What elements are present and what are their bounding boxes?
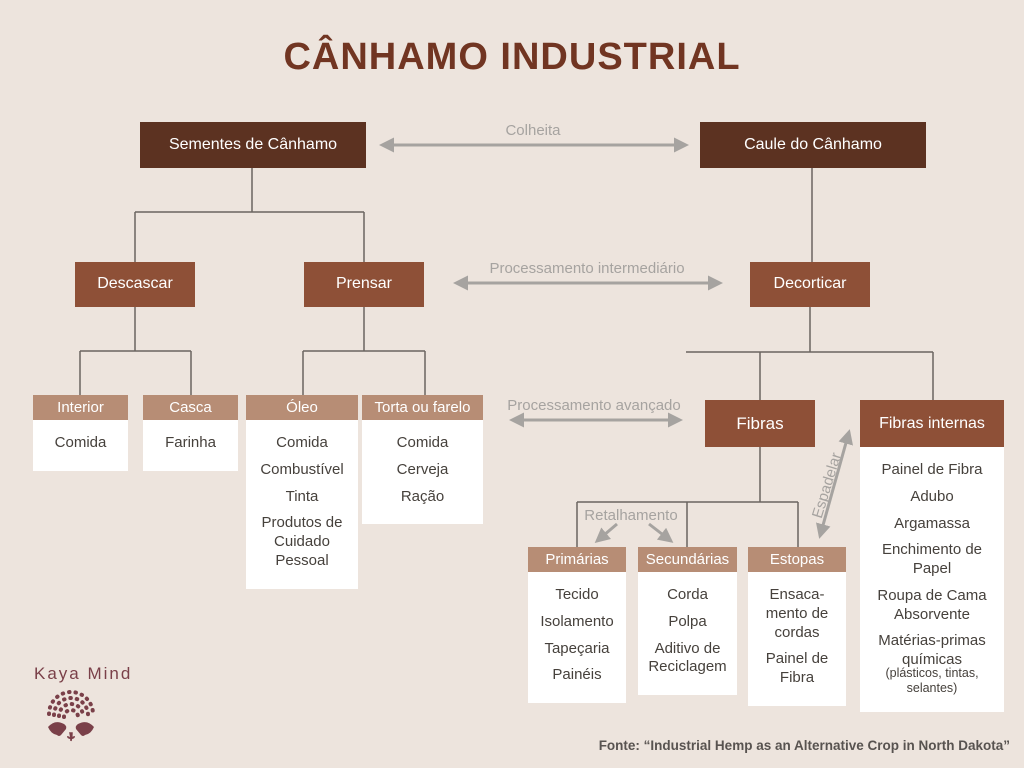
source-citation: Fonte: “Industrial Hemp as an Alternativ…: [598, 738, 1010, 753]
column-list: Comida Cerveja Ração: [362, 420, 483, 525]
column-header: Fibras internas: [860, 400, 1004, 447]
list-item: Combustível: [260, 460, 344, 478]
tree-lines: [79, 168, 934, 547]
column-list: Ensaca-mento de cordas Painel de Fibra: [748, 572, 846, 706]
list-item: Ração: [400, 487, 445, 505]
list-item: Roupa de Cama Absorvente: [877, 586, 987, 623]
list-item: Painéis: [552, 666, 602, 684]
column-estopas: Estopas Ensaca-mento de cordas Painel de…: [748, 547, 846, 706]
list-item-note: (plásticos, tintas, selantes): [885, 665, 979, 695]
brand-name: Kaya Mind: [34, 664, 133, 683]
list-item: Comida: [54, 434, 107, 451]
list-item: Matérias-primas químicas: [878, 632, 986, 668]
list-item: Painel de Fibra: [881, 461, 983, 478]
column-primarias: Primárias Tecido Isolamento Tapeçaria Pa…: [528, 547, 626, 703]
list-item: Tinta: [285, 487, 319, 505]
list-item: Comida: [276, 434, 328, 451]
list-item: Comida: [396, 434, 449, 451]
column-casca: Casca Farinha: [143, 395, 238, 471]
column-header: Torta ou farelo: [362, 395, 483, 420]
node-fibras: Fibras: [705, 400, 815, 447]
list-item: Isolamento: [540, 612, 614, 630]
list-item: Painel de Fibra: [765, 650, 829, 686]
retalhamento-arrow-left: [594, 522, 618, 543]
column-list: Farinha: [143, 420, 238, 471]
column-header: Casca: [143, 395, 238, 420]
label-retalhamento: Retalhamento: [584, 507, 678, 524]
node-descascar: Descascar: [75, 262, 195, 307]
list-item: Produtos de Cuidado Pessoal: [261, 514, 343, 569]
list-item: Ensaca-mento de cordas: [765, 586, 829, 641]
column-secundarias: Secundárias Corda Polpa Aditivo de Recic…: [638, 547, 737, 695]
column-header: Óleo: [246, 395, 358, 420]
column-interior: Interior Comida: [33, 395, 128, 471]
page-title: CÂNHAMO INDUSTRIAL: [283, 36, 741, 78]
list-item: Aditivo de Reciclagem: [648, 639, 727, 676]
column-header: Secundárias: [638, 547, 737, 572]
column-fibras-internas: Fibras internas Painel de Fibra Adubo Ar…: [860, 400, 1004, 712]
column-list: Corda Polpa Aditivo de Reciclagem: [638, 572, 737, 695]
label-processamento-intermediario: Processamento intermediário: [489, 260, 685, 277]
column-header: Estopas: [748, 547, 846, 572]
list-item: Tecido: [555, 586, 599, 603]
list-item: Adubo: [910, 487, 954, 505]
label-processamento-avancado: Processamento avançado: [507, 397, 681, 414]
column-header: Interior: [33, 395, 128, 420]
list-item: Cerveja: [396, 460, 449, 478]
list-item: Argamassa: [894, 514, 970, 532]
retalhamento-arrow-right: [648, 522, 674, 543]
espadelar-arrow: [815, 429, 854, 539]
list-item: Farinha: [165, 434, 216, 451]
node-caule-do-canhamo: Caule do Cânhamo: [700, 122, 926, 168]
list-item: Polpa: [668, 612, 707, 630]
column-list: Tecido Isolamento Tapeçaria Painéis: [528, 572, 626, 703]
list-item: Enchimento de Papel: [881, 541, 983, 577]
column-list: Painel de Fibra Adubo Argamassa Enchimen…: [860, 447, 1004, 712]
node-sementes-de-canhamo: Sementes de Cânhamo: [140, 122, 366, 168]
column-list: Comida: [33, 420, 128, 471]
column-oleo: Óleo Comida Combustível Tinta Produtos d…: [246, 395, 358, 589]
kaya-mind-logo-icon: [47, 690, 95, 742]
node-prensar: Prensar: [304, 262, 424, 307]
list-item: Corda: [667, 586, 708, 603]
column-list: Comida Combustível Tinta Produtos de Cui…: [246, 420, 358, 589]
column-header: Primárias: [528, 547, 626, 572]
label-colheita: Colheita: [505, 122, 561, 139]
node-decorticar: Decorticar: [750, 262, 870, 307]
column-torta-ou-farelo: Torta ou farelo Comida Cerveja Ração: [362, 395, 483, 525]
list-item: Tapeçaria: [544, 639, 610, 657]
